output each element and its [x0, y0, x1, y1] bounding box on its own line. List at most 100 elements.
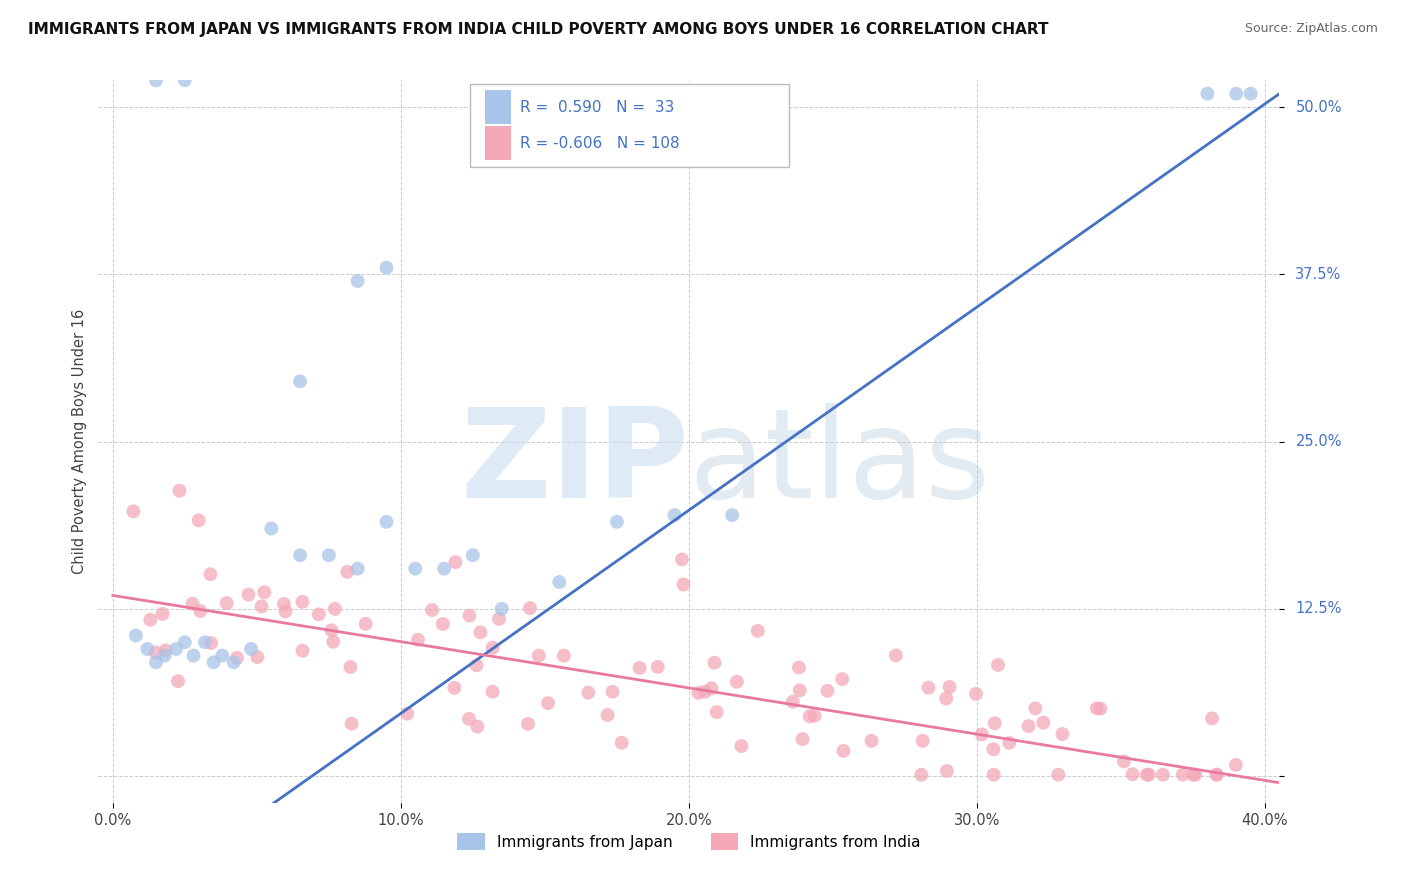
Point [987, 657, 1010, 672]
Point [782, 695, 804, 709]
Point [122, 504, 145, 518]
Point [375, 260, 398, 275]
Point [553, 648, 575, 663]
Point [706, 705, 728, 719]
Point [253, 585, 276, 599]
Point [672, 577, 695, 591]
Point [917, 681, 939, 695]
Point [787, 660, 810, 674]
Point [984, 716, 1007, 731]
Point [970, 727, 993, 741]
Point [693, 684, 716, 698]
Point [181, 597, 204, 611]
Point [375, 515, 398, 529]
Point [832, 744, 855, 758]
Point [169, 483, 191, 498]
Point [167, 674, 190, 689]
Point [517, 717, 540, 731]
Legend: Immigrants from Japan, Immigrants from India: Immigrants from Japan, Immigrants from I… [451, 827, 927, 856]
Point [647, 660, 669, 674]
Point [1171, 767, 1194, 781]
Point [420, 603, 443, 617]
Point [1017, 719, 1039, 733]
Point [125, 629, 148, 643]
Point [136, 642, 159, 657]
Point [458, 712, 481, 726]
Point [1024, 701, 1046, 715]
Point [340, 716, 363, 731]
Point [461, 548, 484, 563]
Point [188, 604, 211, 618]
Text: R =  0.590   N =  33: R = 0.590 N = 33 [520, 100, 675, 114]
Point [602, 684, 624, 698]
Point [404, 562, 426, 576]
Text: ZIP: ZIP [460, 402, 689, 524]
Point [246, 650, 269, 665]
FancyBboxPatch shape [485, 90, 510, 124]
Point [1090, 701, 1112, 715]
Point [346, 274, 368, 288]
FancyBboxPatch shape [471, 84, 789, 167]
Point [432, 617, 454, 632]
Point [747, 624, 769, 638]
Point [1240, 87, 1263, 101]
Point [688, 686, 710, 700]
Y-axis label: Child Poverty Among Boys Under 16: Child Poverty Among Boys Under 16 [72, 309, 87, 574]
Point [817, 683, 839, 698]
Point [470, 625, 492, 640]
Point [173, 73, 195, 87]
Point [145, 645, 167, 659]
Point [187, 513, 209, 527]
Text: R = -0.606   N = 108: R = -0.606 N = 108 [520, 136, 679, 151]
Point [465, 658, 488, 673]
Point [488, 612, 510, 626]
Point [467, 720, 489, 734]
Point [998, 736, 1021, 750]
Point [354, 616, 377, 631]
Point [527, 648, 550, 663]
Point [671, 552, 693, 566]
Point [884, 648, 907, 663]
Point [145, 655, 167, 669]
Point [183, 648, 205, 663]
Point [1085, 701, 1108, 715]
Point [288, 375, 311, 389]
Point [145, 73, 167, 87]
Point [321, 624, 343, 638]
Point [938, 680, 960, 694]
Point [222, 655, 245, 669]
Point [318, 548, 340, 563]
Point [173, 635, 195, 649]
Point [226, 651, 249, 665]
Point [1121, 767, 1143, 781]
Point [935, 764, 957, 778]
Point [664, 508, 686, 523]
Point [291, 595, 314, 609]
Point [240, 642, 263, 657]
Point [1184, 767, 1206, 781]
Point [433, 562, 456, 576]
Point [860, 734, 883, 748]
Point [721, 508, 744, 523]
Point [576, 686, 599, 700]
Point [260, 521, 283, 535]
Point [396, 706, 419, 721]
Text: atlas: atlas [689, 402, 991, 524]
Text: IMMIGRANTS FROM JAPAN VS IMMIGRANTS FROM INDIA CHILD POVERTY AMONG BOYS UNDER 16: IMMIGRANTS FROM JAPAN VS IMMIGRANTS FROM… [28, 22, 1049, 37]
Point [519, 601, 541, 615]
Point [250, 599, 273, 614]
Point [339, 660, 361, 674]
Point [274, 604, 297, 618]
Point [537, 696, 560, 710]
Point [291, 643, 314, 657]
Point [910, 767, 932, 781]
Point [610, 736, 633, 750]
Point [200, 567, 222, 582]
Point [152, 607, 174, 621]
Point [792, 732, 814, 747]
Point [215, 596, 238, 610]
Point [1201, 711, 1223, 725]
Point [789, 683, 811, 698]
Point [1182, 767, 1205, 781]
Point [965, 687, 987, 701]
